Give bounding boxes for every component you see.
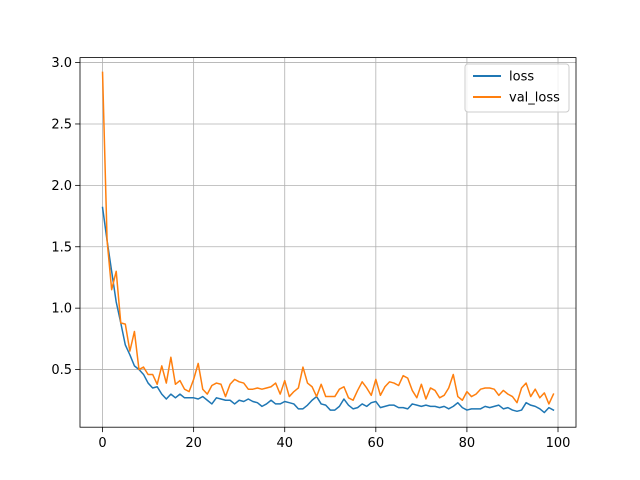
y-tick-label: 1.0 bbox=[51, 302, 72, 317]
x-tick-label: 100 bbox=[546, 436, 571, 451]
series-line-loss bbox=[101, 206, 555, 414]
series-line-val-loss bbox=[101, 71, 555, 405]
x-tick-label: 20 bbox=[185, 436, 202, 451]
y-tick-label: 3.0 bbox=[51, 56, 72, 71]
legend-label-val-loss: val_loss bbox=[509, 91, 560, 106]
axis-ticks: 0 20 40 60 80 100 0.5 1.0 1.5 2.0 2.5 3.0 bbox=[51, 56, 570, 451]
y-tick-label: 1.5 bbox=[51, 240, 72, 255]
legend: loss val_loss bbox=[464, 63, 570, 113]
y-tick-label: 0.5 bbox=[51, 363, 72, 378]
x-tick-label: 60 bbox=[368, 436, 385, 451]
x-tick-label: 40 bbox=[276, 436, 293, 451]
plot-frame bbox=[79, 57, 577, 428]
x-tick-label: 80 bbox=[459, 436, 476, 451]
legend-label-loss: loss bbox=[509, 70, 534, 85]
y-tick-label: 2.0 bbox=[51, 179, 72, 194]
x-tick-label: 0 bbox=[98, 436, 106, 451]
plot-lines bbox=[101, 71, 555, 414]
y-tick-label: 2.5 bbox=[51, 117, 72, 132]
grid bbox=[80, 57, 576, 428]
